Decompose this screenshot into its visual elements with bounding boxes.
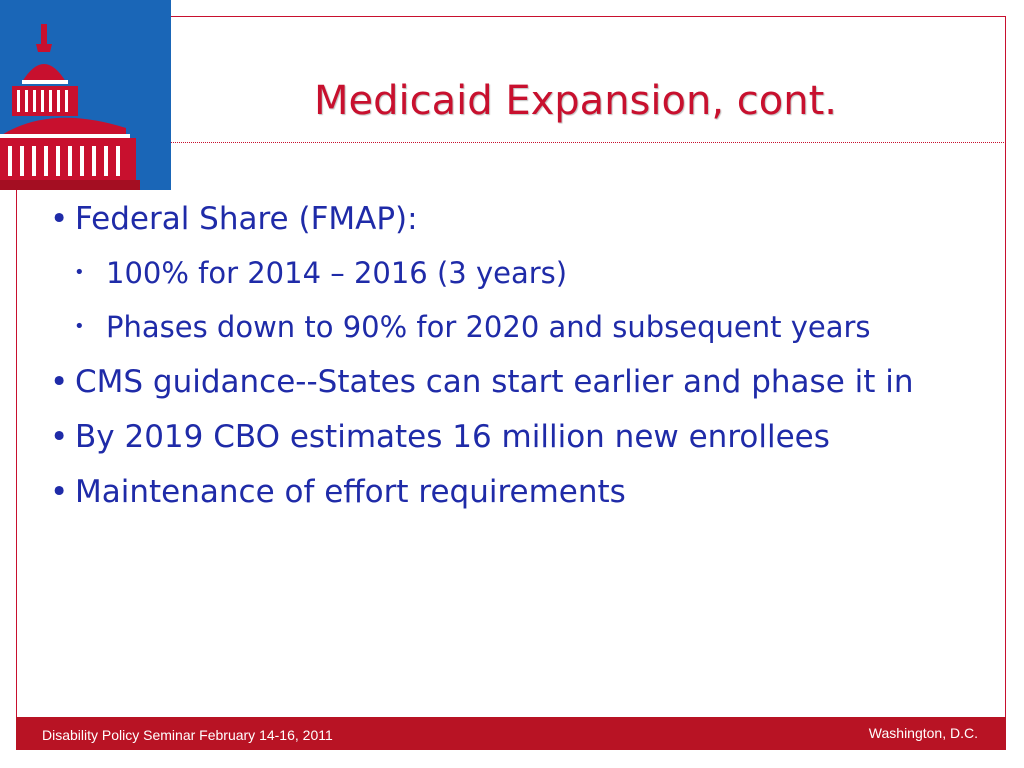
slide-title: Medicaid Expansion, cont.: [314, 78, 837, 124]
footer-event-text: Disability Policy Seminar February 14-16…: [42, 727, 333, 743]
bullet-text: CMS guidance--States can start earlier a…: [75, 364, 914, 400]
footer-bar: Disability Policy Seminar February 14-16…: [16, 717, 1006, 750]
bullet-item: • Maintenance of effort requirements: [50, 469, 970, 515]
title-divider: [171, 142, 1006, 143]
bullet-marker: •: [50, 201, 69, 237]
bullet-marker: •: [50, 419, 69, 455]
bullet-text: Maintenance of effort requirements: [75, 474, 626, 510]
bullet-item: • Federal Share (FMAP):: [50, 196, 970, 242]
bullet-marker: •: [50, 474, 69, 510]
bullet-marker: •: [74, 262, 85, 283]
logo: [0, 0, 171, 190]
slide-body: • Federal Share (FMAP): • 100% for 2014 …: [50, 196, 970, 524]
bullet-marker: •: [50, 364, 69, 400]
bullet-item: • By 2019 CBO estimates 16 million new e…: [50, 414, 970, 460]
sub-bullet-text: 100% for 2014 – 2016 (3 years): [106, 256, 568, 290]
footer-location-text: Washington, D.C.: [868, 725, 978, 741]
capitol-dome-icon: [0, 24, 140, 190]
sub-bullet-item: • 100% for 2014 – 2016 (3 years): [50, 251, 970, 295]
bullet-item: • CMS guidance--States can start earlier…: [50, 359, 970, 405]
bullet-text: By 2019 CBO estimates 16 million new enr…: [75, 419, 830, 455]
bullet-text: Federal Share (FMAP):: [75, 201, 418, 237]
sub-bullet-text: Phases down to 90% for 2020 and subseque…: [106, 310, 871, 344]
sub-bullet-item: • Phases down to 90% for 2020 and subseq…: [50, 305, 970, 349]
slide-frame: [16, 16, 1006, 750]
bullet-marker: •: [74, 316, 85, 337]
